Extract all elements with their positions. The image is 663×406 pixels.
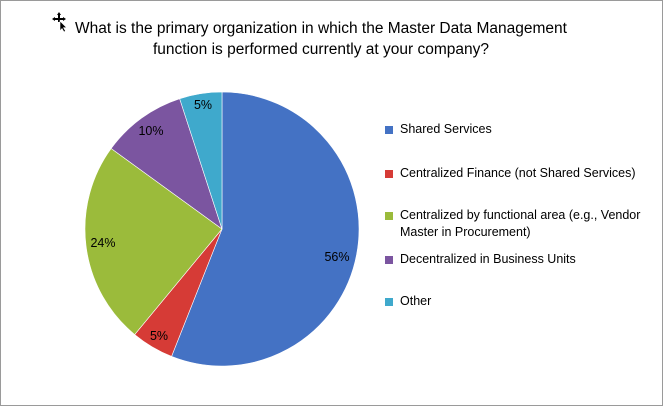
pie-slice-centralized-functional — [84, 148, 223, 335]
legend-swatch-centralized-functional — [385, 212, 393, 220]
pie-slice-shared-services — [171, 91, 360, 367]
legend-label-line: Centralized by functional area (e.g., Ve… — [400, 208, 641, 222]
data-label-centralized-functional: 24% — [90, 236, 115, 250]
pie-slice-other — [179, 91, 223, 230]
legend-label-shared-services: Shared Services — [400, 121, 492, 138]
legend-label-line: Other — [400, 294, 432, 308]
data-label-centralized-finance: 5% — [150, 329, 168, 343]
legend-label-line: Decentralized in Business Units — [400, 252, 576, 266]
legend-label-line: Centralized Finance (not Shared Services… — [400, 166, 636, 180]
legend-swatch-centralized-finance — [385, 170, 393, 178]
data-label-decentralized-bu: 10% — [138, 124, 163, 138]
legend-label-line: Master in Procurement) — [400, 225, 531, 239]
chart-title: What is the primary organization in whic… — [41, 18, 601, 60]
legend-item-centralized-functional: Centralized by functional area (e.g., Ve… — [385, 207, 640, 241]
legend-label-centralized-functional: Centralized by functional area (e.g., Ve… — [400, 207, 640, 241]
chart-title-line-1: What is the primary organization in whic… — [75, 20, 567, 37]
legend-label-other: Other — [400, 293, 431, 310]
chart-title-line-2: function is performed currently at your … — [153, 41, 489, 58]
legend-label-line: Shared Services — [400, 122, 492, 136]
legend-swatch-shared-services — [385, 126, 393, 134]
legend-item-decentralized-bu: Decentralized in Business Units — [385, 251, 576, 268]
data-label-other: 5% — [194, 98, 212, 112]
legend-swatch-decentralized-bu — [385, 256, 393, 264]
legend-item-centralized-finance: Centralized Finance (not Shared Services… — [385, 165, 636, 182]
move-cursor-icon — [52, 12, 68, 33]
legend-swatch-other — [385, 298, 393, 306]
legend-label-centralized-finance: Centralized Finance (not Shared Services… — [400, 165, 636, 182]
pie-slice-decentralized-bu — [110, 98, 223, 230]
legend-item-shared-services: Shared Services — [385, 121, 492, 138]
data-label-shared-services: 56% — [324, 250, 349, 264]
legend-item-other: Other — [385, 293, 431, 310]
legend-label-decentralized-bu: Decentralized in Business Units — [400, 251, 576, 268]
